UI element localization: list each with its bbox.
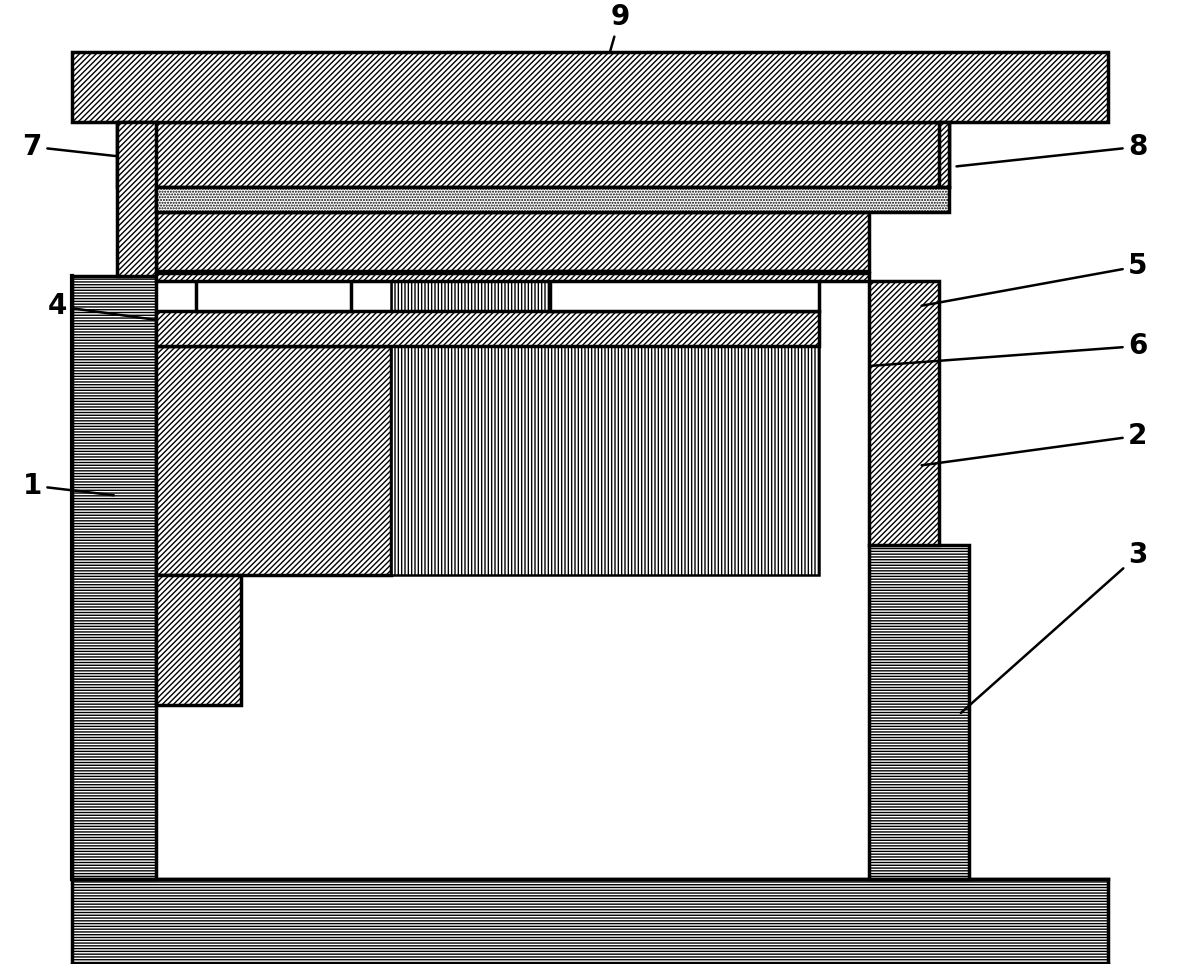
Bar — [157, 346, 390, 576]
Text: 7: 7 — [22, 133, 119, 161]
Bar — [869, 281, 938, 546]
Text: 5: 5 — [922, 253, 1147, 306]
Bar — [551, 271, 819, 311]
Bar — [157, 187, 949, 211]
Bar — [869, 546, 969, 879]
Text: 6: 6 — [871, 332, 1147, 365]
Bar — [117, 121, 949, 187]
Text: 3: 3 — [961, 542, 1147, 713]
Text: 9: 9 — [601, 3, 630, 84]
Text: 4: 4 — [47, 292, 198, 326]
Text: 8: 8 — [956, 133, 1147, 167]
Bar — [72, 277, 157, 879]
Bar — [157, 576, 242, 705]
Bar — [157, 311, 819, 346]
Bar — [157, 274, 869, 281]
Bar — [938, 121, 949, 187]
Bar — [72, 52, 1108, 121]
Bar — [390, 277, 819, 576]
Bar — [157, 211, 869, 271]
Bar — [72, 879, 1108, 964]
Text: 1: 1 — [22, 471, 114, 499]
Bar — [117, 121, 157, 277]
Text: 2: 2 — [922, 422, 1147, 466]
Bar — [197, 271, 351, 311]
